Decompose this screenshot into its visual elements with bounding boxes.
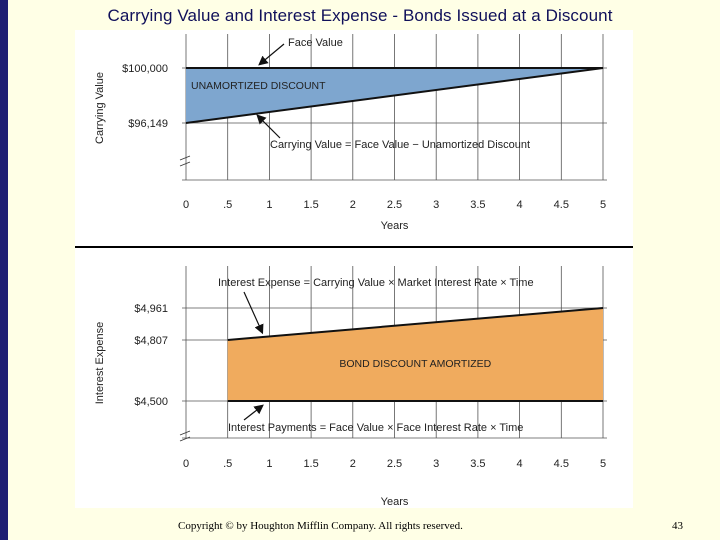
chart-divider	[75, 246, 633, 248]
interest-expense-line	[227, 307, 604, 341]
x-tick-label: 4.5	[554, 458, 569, 470]
x-tick-label: 1	[266, 458, 272, 470]
copyright-footer: Copyright © by Houghton Mifflin Company.…	[178, 520, 463, 532]
carrying-value-chart: UNAMORTIZED DISCOUNT Carrying Value $100…	[94, 34, 607, 232]
face-value-annotation: Face Value	[288, 37, 343, 49]
chart-panel	[75, 30, 633, 508]
axis-break-mark	[179, 155, 191, 167]
interest-payments-formula-annotation: Interest Payments = Face Value × Face In…	[228, 422, 523, 434]
carrying-value-formula-annotation: Carrying Value = Face Value − Unamortize…	[270, 139, 530, 151]
x-tick-label: 3.5	[470, 458, 485, 470]
x-tick-label: 0	[183, 199, 189, 211]
carrying-value-x-ticks: 0 .5 1 1.5 2 2.5 3 3.5 4 4.5 5	[183, 199, 606, 211]
page-number: 43	[672, 520, 683, 532]
x-tick-label: 3	[433, 458, 439, 470]
bond-discount-amortized-area	[227, 308, 603, 401]
bond-discount-amortized-label: BOND DISCOUNT AMORTIZED	[339, 358, 491, 370]
x-tick-label: 0	[183, 458, 189, 470]
x-tick-label: 1.5	[303, 199, 318, 211]
x-tick-label: .5	[223, 199, 232, 211]
carrying-value-arrow	[256, 114, 281, 139]
interest-expense-y-tick-label: $4,807	[134, 335, 168, 347]
carrying-value-x-axis-label: Years	[381, 220, 409, 232]
x-tick-label: 2	[350, 458, 356, 470]
x-tick-label: 5	[600, 199, 606, 211]
x-tick-label: 3.5	[470, 199, 485, 211]
axis-break-mark	[179, 430, 191, 442]
interest-expense-arrow	[243, 291, 264, 335]
x-tick-label: 4	[517, 458, 523, 470]
carrying-value-line	[185, 67, 604, 124]
slide-title: Carrying Value and Interest Expense - Bo…	[107, 6, 613, 25]
x-tick-label: .5	[223, 458, 232, 470]
carrying-value-y-tick-label: $96,149	[128, 118, 168, 130]
interest-expense-chart: BOND DISCOUNT AMORTIZED Interest Expense…	[94, 266, 607, 508]
x-tick-label: 3	[433, 199, 439, 211]
x-tick-label: 1	[266, 199, 272, 211]
interest-expense-y-tick-label: $4,500	[134, 396, 168, 408]
interest-expense-y-tick-label: $4,961	[134, 303, 168, 315]
x-tick-label: 4	[517, 199, 523, 211]
x-tick-label: 2	[350, 199, 356, 211]
interest-payments-arrow	[243, 404, 264, 421]
x-tick-label: 2.5	[387, 199, 402, 211]
interest-expense-y-axis-label: Interest Expense	[94, 322, 106, 405]
carrying-value-y-axis-label: Carrying Value	[94, 72, 106, 144]
unamortized-discount-label: UNAMORTIZED DISCOUNT	[191, 80, 326, 92]
interest-expense-x-ticks: 0 .5 1 1.5 2 2.5 3 3.5 4 4.5 5	[183, 458, 606, 470]
carrying-value-y-tick-label: $100,000	[122, 63, 168, 75]
slide-accent-bar	[0, 0, 8, 540]
face-value-arrow	[258, 43, 285, 66]
interest-expense-x-axis-label: Years	[381, 496, 409, 508]
x-tick-label: 1.5	[303, 458, 318, 470]
x-tick-label: 2.5	[387, 458, 402, 470]
x-tick-label: 4.5	[554, 199, 569, 211]
x-tick-label: 5	[600, 458, 606, 470]
interest-expense-formula-annotation: Interest Expense = Carrying Value × Mark…	[218, 277, 534, 289]
